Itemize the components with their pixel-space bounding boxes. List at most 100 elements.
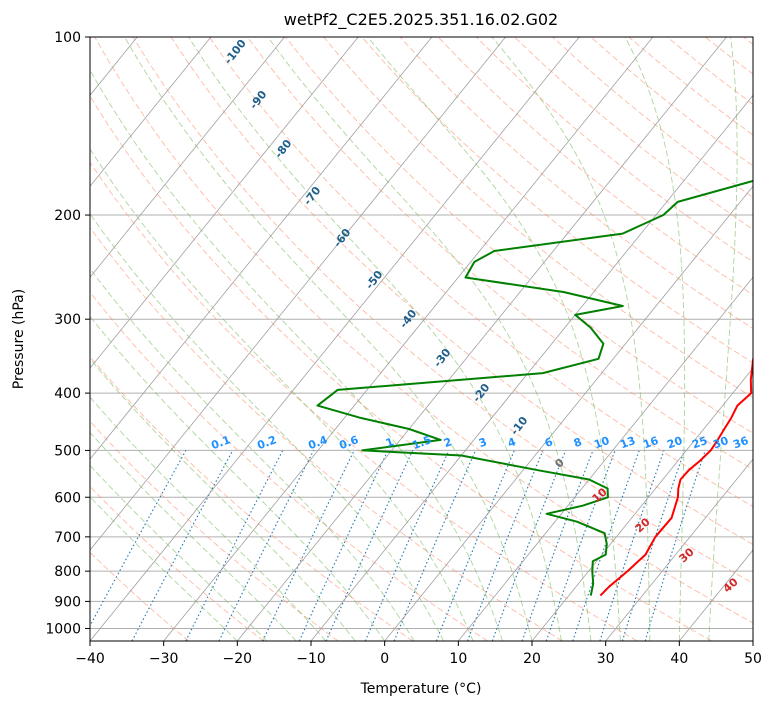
mixing-label-11: 10 [592, 434, 611, 452]
moist-adiabat-12 [90, 148, 474, 641]
y-axis-label: Pressure (hPa) [11, 289, 27, 389]
moist-adiabat--16 [90, 464, 268, 641]
dry-adiabat-110 [323, 37, 753, 399]
dry-adiabat-20 [90, 226, 563, 641]
mixing-ratio-line-2 [185, 450, 284, 641]
x-tick-label--30: −30 [149, 651, 179, 667]
y-tick-label-600: 600 [54, 490, 81, 506]
moist-label-2: -80 [272, 137, 295, 161]
mixing-label-16: 30 [711, 434, 730, 452]
y-tick-label-200: 200 [54, 208, 81, 224]
moist-adiabat--4 [90, 358, 356, 641]
temperature-line [599, 356, 753, 597]
mixing-label-2: 0.4 [306, 433, 329, 452]
isotherm-30 [605, 458, 753, 641]
isotherm-50 [752, 640, 753, 641]
moist-label-3: -70 [301, 184, 324, 208]
moist-adiabats [90, 37, 738, 641]
mixing-ratio-line-9 [435, 450, 515, 641]
dry-adiabat-170 [552, 37, 753, 198]
isotherm-label-20: 20 [633, 515, 653, 535]
moist-adiabat-36 [491, 37, 651, 641]
isotherm--10 [310, 94, 753, 641]
mixing-label-0: 0.1 [209, 433, 232, 452]
y-tick-label-900: 900 [54, 594, 81, 610]
isotherm--20 [237, 37, 727, 641]
moist-label-6: -40 [397, 307, 420, 331]
isotherm-label-40: 40 [721, 575, 741, 595]
moist-adiabat-20 [124, 37, 533, 641]
mixing-label-3: 0.6 [337, 433, 360, 452]
skewed-isotherms [0, 37, 753, 641]
mixing-label-15: 25 [690, 434, 709, 451]
y-tick-label-800: 800 [54, 564, 81, 580]
x-axis-ticks: −40 −30 −20 −10 0 10 20 30 40 50 [75, 641, 762, 667]
moist-adiabat-40 [624, 37, 686, 641]
mixing-label-17: 36 [731, 434, 750, 452]
y-axis-ticks: 100 200 300 400 500 600 700 800 900 1000 [45, 30, 90, 637]
sounding-series [316, 179, 753, 597]
y-tick-label-700: 700 [54, 530, 81, 546]
moist-adiabat-0 [90, 315, 386, 641]
moist-label-1: -90 [247, 88, 270, 112]
y-tick-label-300: 300 [54, 312, 81, 328]
isotherm-0 [384, 185, 753, 641]
mixing-label-4: 1 [384, 435, 396, 450]
isotherm-20 [531, 367, 753, 641]
mixing-ratio-line-4 [262, 450, 355, 641]
dry-adiabat-140 [437, 37, 753, 296]
mixing-ratio-line-11 [491, 450, 567, 641]
dry-adiabat-30 [90, 161, 638, 641]
dry-adiabat--30 [90, 551, 190, 641]
x-tick-label-30: 30 [597, 651, 615, 667]
dry-adiabat-130 [399, 37, 753, 330]
y-tick-label-1000: 1000 [45, 621, 81, 637]
moist-label-5: -50 [363, 268, 386, 292]
dry-adiabat-10 [90, 291, 488, 641]
isotherm-label-30: 30 [677, 545, 697, 565]
isotherm--110 [0, 37, 64, 641]
moist-label-9: -10 [508, 414, 531, 438]
x-tick-label-50: 50 [744, 651, 762, 667]
isotherm--70 [90, 37, 359, 369]
chart-title: wetPf2_C2E5.2025.351.16.02.G02 [284, 10, 558, 30]
mixing-ratio-line-16 [621, 450, 686, 641]
mixing-label-14: 20 [665, 434, 684, 452]
isotherm--80 [90, 37, 285, 278]
x-tick-label-0: 0 [380, 651, 389, 667]
moist-label-7: -30 [431, 346, 454, 370]
mixing-ratio-line-6 [325, 450, 414, 641]
x-tick-label--20: −20 [223, 651, 253, 667]
x-tick-label--40: −40 [75, 651, 105, 667]
isotherm--40 [90, 37, 580, 641]
isotherm--60 [90, 37, 433, 460]
y-tick-label-100: 100 [54, 30, 81, 46]
moist-adiabat-32 [367, 37, 621, 641]
moist-adiabat--20 [90, 496, 238, 641]
dry-adiabat-0 [90, 355, 414, 641]
dry-adiabat-50 [94, 37, 753, 624]
dry-adiabat-150 [475, 37, 753, 263]
mixing-ratio-line-7 [364, 450, 450, 641]
moist-adiabat-8 [90, 212, 445, 641]
mixing-label-8: 4 [506, 435, 518, 450]
dry-adiabat-90 [247, 37, 753, 471]
mixing-ratio-lines [90, 450, 706, 641]
y-tick-label-500: 500 [54, 443, 81, 459]
mixing-label-13: 16 [641, 434, 660, 452]
dry-adiabat-40 [90, 95, 712, 641]
moist-label-8: -20 [470, 381, 493, 405]
isotherm--30 [163, 37, 654, 641]
isotherm-10 [458, 276, 753, 641]
mixing-ratio-line-12 [521, 450, 594, 641]
moist-label-0: -100 [222, 37, 249, 67]
dry-adiabat-80 [208, 37, 753, 508]
plot-frame [89, 36, 754, 642]
moist-adiabat-44 [708, 37, 738, 641]
y-tick-label-400: 400 [54, 386, 81, 402]
moist-adiabat-28 [267, 37, 592, 641]
mixing-label-6: 2 [442, 435, 454, 450]
dry-adiabat-160 [514, 37, 753, 230]
mixing-ratio-line-0 [90, 450, 187, 627]
